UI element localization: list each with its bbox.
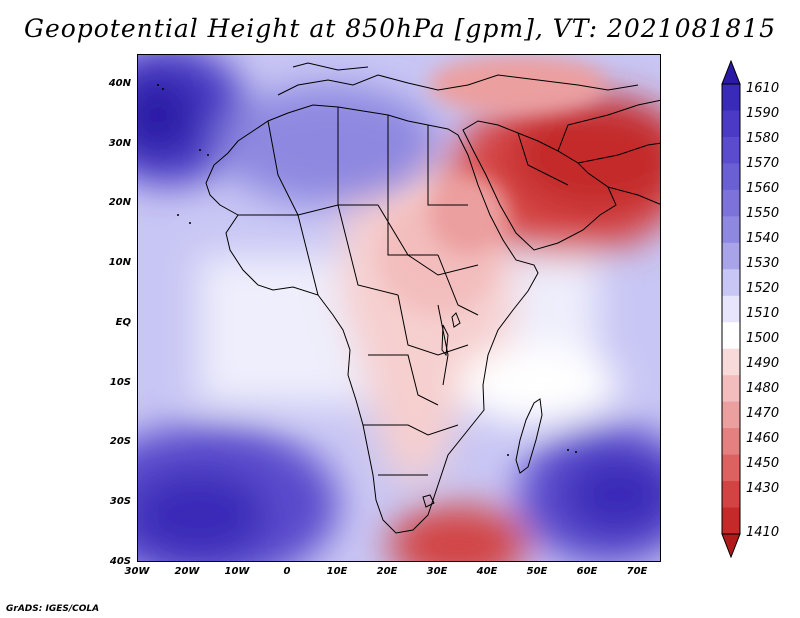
colorbar-label-1490: 1490 bbox=[746, 356, 780, 371]
map-title: Geopotential Height at 850hPa [gpm], VT:… bbox=[23, 14, 777, 43]
colorbar-segment bbox=[722, 481, 740, 509]
africa-coastline bbox=[205, 104, 539, 534]
colorbar-segment bbox=[722, 428, 740, 456]
colorbar-segment bbox=[722, 136, 740, 164]
y-tick-30s: 30S bbox=[109, 496, 131, 507]
colorbar-segment bbox=[722, 454, 740, 482]
colorbar-label-1450: 1450 bbox=[746, 456, 780, 471]
colorbar-label-1510: 1510 bbox=[746, 306, 780, 321]
madagascar bbox=[515, 398, 543, 474]
colorbar-label-1580: 1580 bbox=[746, 131, 780, 146]
colorbar-label-1430: 1430 bbox=[746, 481, 780, 496]
colorbar-segment bbox=[722, 401, 740, 429]
y-tick-10s: 10S bbox=[109, 377, 131, 388]
x-tick-70e: 70E bbox=[626, 566, 648, 577]
footer-credit: GrADS: IGES/COLA bbox=[6, 604, 100, 614]
geopotential-field bbox=[138, 55, 660, 561]
colorbar-label-1470: 1470 bbox=[746, 406, 780, 421]
colorbar-label-1530: 1530 bbox=[746, 256, 780, 271]
colorbar-label-1610: 1610 bbox=[746, 81, 780, 96]
colorbar-segment bbox=[722, 110, 740, 138]
colorbar-segment bbox=[722, 163, 740, 191]
colorbar-label-1410: 1410 bbox=[746, 525, 780, 540]
x-tick-20e: 20E bbox=[376, 566, 398, 577]
colorbar-segment bbox=[722, 84, 740, 111]
x-tick-10e: 10E bbox=[326, 566, 348, 577]
colorbar-arrow-top bbox=[722, 61, 740, 84]
colorbar-segment bbox=[722, 375, 740, 403]
colorbar-segment bbox=[722, 242, 740, 270]
colorbar-segment bbox=[722, 507, 740, 535]
colorbar-segment bbox=[722, 348, 740, 376]
y-tick-40n: 40N bbox=[108, 78, 131, 89]
colorbar-segment bbox=[722, 269, 740, 297]
colorbar-segment bbox=[722, 295, 740, 323]
y-tick-40s: 40S bbox=[109, 556, 131, 567]
colorbar-label-1540: 1540 bbox=[746, 231, 780, 246]
y-tick-eq: EQ bbox=[115, 317, 131, 328]
colorbar-label-1500: 1500 bbox=[746, 331, 780, 346]
colorbar-label-1460: 1460 bbox=[746, 431, 780, 446]
x-tick-60e: 60E bbox=[576, 566, 598, 577]
colorbar-label-1560: 1560 bbox=[746, 181, 780, 196]
y-tick-10n: 10N bbox=[108, 257, 131, 268]
colorbar-segment bbox=[722, 322, 740, 350]
x-tick-10w: 10W bbox=[224, 566, 250, 577]
x-tick-30e: 30E bbox=[426, 566, 448, 577]
colorbar-label-1480: 1480 bbox=[746, 381, 780, 396]
map-panel bbox=[137, 54, 661, 562]
colorbar-label-1570: 1570 bbox=[746, 156, 780, 171]
y-tick-20n: 20N bbox=[108, 197, 131, 208]
colorbar-label-1550: 1550 bbox=[746, 206, 780, 221]
x-tick-50e: 50E bbox=[526, 566, 548, 577]
x-tick-30w: 30W bbox=[124, 566, 150, 577]
colorbar-segment bbox=[722, 216, 740, 244]
colorbar-arrow-bottom bbox=[722, 534, 740, 557]
x-tick-20w: 20W bbox=[174, 566, 200, 577]
y-tick-30n: 30N bbox=[108, 138, 131, 149]
y-tick-20s: 20S bbox=[109, 436, 131, 447]
colorbar-segment bbox=[722, 189, 740, 217]
colorbar-label-1590: 1590 bbox=[746, 106, 780, 121]
x-tick-0: 0 bbox=[283, 566, 291, 577]
colorbar-label-1520: 1520 bbox=[746, 281, 780, 296]
colorbar bbox=[721, 60, 741, 558]
x-tick-40e: 40E bbox=[476, 566, 498, 577]
